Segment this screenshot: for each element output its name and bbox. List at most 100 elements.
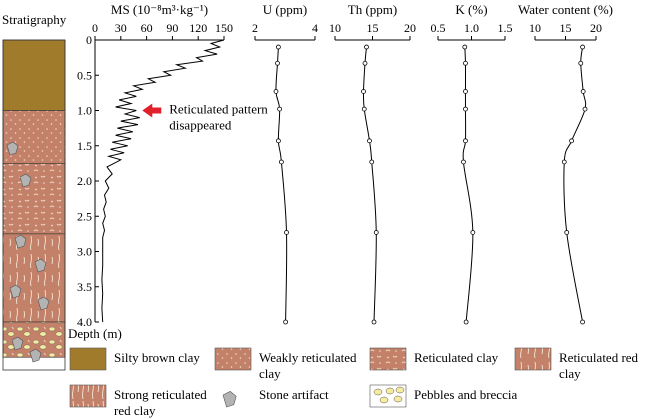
- data-point: [569, 138, 574, 144]
- legend-swatch: [369, 347, 407, 371]
- legend-item-stone: Stone artifact: [222, 387, 329, 408]
- stone-artifact-icon: [19, 173, 32, 188]
- data-point: [582, 106, 588, 112]
- depth-tick-label: 3.5: [77, 280, 92, 294]
- data-point: [361, 106, 367, 112]
- series-line: [275, 47, 288, 323]
- data-point: [561, 159, 567, 165]
- data-point: [275, 60, 280, 66]
- data-point: [461, 159, 466, 165]
- legend: Silty brown clay Weakly reticulatedclayRe…: [69, 347, 639, 418]
- legend-label: Pebbles and breccia: [414, 387, 517, 402]
- annotation-text: Reticulated pattern: [169, 102, 268, 117]
- data-point: [283, 319, 289, 325]
- series-line: [101, 39, 225, 323]
- stratigraphy-column: Stratigraphy: [2, 12, 67, 371]
- data-point: [373, 230, 379, 235]
- strat-layer-reticulated: [2, 163, 66, 235]
- panel-tick-label: 0: [92, 21, 98, 35]
- legend-item-reticulated: Reticulated clay: [369, 347, 499, 371]
- stone-artifact-icon: [6, 141, 19, 156]
- data-point: [277, 106, 283, 112]
- panel-tick-label: 150: [215, 21, 233, 35]
- legend-label: Reticulated clay: [414, 350, 499, 365]
- panel-tick-label: 30: [115, 21, 127, 35]
- panel-0: 0 30 60 90 120 150 MS (10⁻⁸m³·kg⁻¹): [92, 2, 233, 323]
- data-point: [463, 89, 468, 94]
- data-point: [273, 89, 279, 94]
- panel-label: U (ppm): [263, 2, 307, 17]
- data-point: [371, 319, 377, 325]
- depth-tick-label: 1.5: [77, 139, 92, 153]
- panel-tick-label: 2: [252, 21, 258, 35]
- data-point: [284, 230, 289, 235]
- data-point: [463, 60, 468, 66]
- panel-3: 0.5 1.0 1.5 K (%): [431, 2, 513, 325]
- data-point: [367, 138, 372, 144]
- panel-tick-label: 4: [312, 21, 318, 35]
- panel-tick-label: 20: [404, 21, 416, 35]
- depth-tick-label: 4.0: [77, 315, 92, 329]
- depth-tick-label: 3.0: [77, 245, 92, 259]
- panel-1: 2 4 U (ppm): [252, 2, 318, 325]
- legend-swatch: [214, 347, 252, 371]
- depth-tick-label: 2.0: [77, 174, 92, 188]
- panel-tick-label: 60: [141, 21, 153, 35]
- pebble-icon: [393, 395, 403, 403]
- legend-swatch: [69, 384, 107, 408]
- strat-frame: [2, 39, 66, 371]
- legend-label: Strong reticulated: [114, 387, 207, 402]
- panel-tick-label: 0.5: [431, 21, 446, 35]
- depth-tick-label: 0: [86, 33, 92, 47]
- panel-tick-label: 1.0: [464, 21, 479, 35]
- annotation-text: disappeared: [169, 118, 232, 133]
- legend-label: Reticulated red: [559, 350, 639, 365]
- legend-label: Stone artifact: [259, 387, 329, 402]
- legend-item-pebbles: Pebbles and breccia: [369, 384, 517, 408]
- panel-tick-label: 10: [329, 21, 341, 35]
- panel-tick-label: 120: [189, 21, 207, 35]
- data-point: [564, 230, 570, 235]
- strat-layer-red: [2, 233, 66, 323]
- series-line: [563, 46, 587, 323]
- panel-tick-label: 10: [529, 21, 541, 35]
- panel-tick-label: 90: [166, 21, 178, 35]
- data-point: [362, 60, 368, 66]
- data-point: [470, 230, 476, 235]
- data-point: [463, 319, 469, 325]
- profile-panels: 0 30 60 90 120 150 MS (10⁻⁸m³·kg⁻¹) 2 4 U (ppm) 10…: [92, 2, 613, 325]
- depth-axis-label: Depth (m): [68, 326, 122, 341]
- data-point: [578, 60, 584, 66]
- legend-label: Weakly reticulated: [259, 350, 357, 365]
- panel-label: MS (10⁻⁸m³·kg⁻¹): [111, 2, 208, 17]
- pebble-icon: [385, 387, 395, 395]
- depth-tick-label: 1.0: [77, 104, 92, 118]
- data-point: [275, 138, 281, 144]
- data-point: [369, 159, 375, 165]
- stone-artifact-icon: [37, 296, 50, 311]
- data-point: [462, 44, 468, 50]
- legend-swatch: [514, 347, 552, 371]
- legend-label: clay: [259, 366, 281, 381]
- legend-label: clay: [559, 366, 581, 381]
- data-point: [580, 89, 586, 94]
- legend-label: Silty brown clay: [114, 350, 200, 365]
- data-point: [361, 89, 366, 94]
- stone-artifact-icon: [9, 284, 22, 299]
- data-point: [275, 44, 281, 50]
- data-point: [580, 319, 585, 325]
- stratigraphy-label: Stratigraphy: [2, 12, 67, 27]
- pebble-icon: [379, 396, 389, 404]
- stone-artifact-icon: [222, 391, 237, 408]
- data-point: [463, 138, 468, 144]
- data-point: [580, 44, 585, 50]
- panel-label: Water content (%): [518, 2, 613, 17]
- stone-artifact-icon: [14, 234, 27, 249]
- panel-label: Th (ppm): [348, 2, 397, 17]
- series-line: [362, 47, 377, 323]
- panel-tick-label: 1.5: [498, 21, 513, 35]
